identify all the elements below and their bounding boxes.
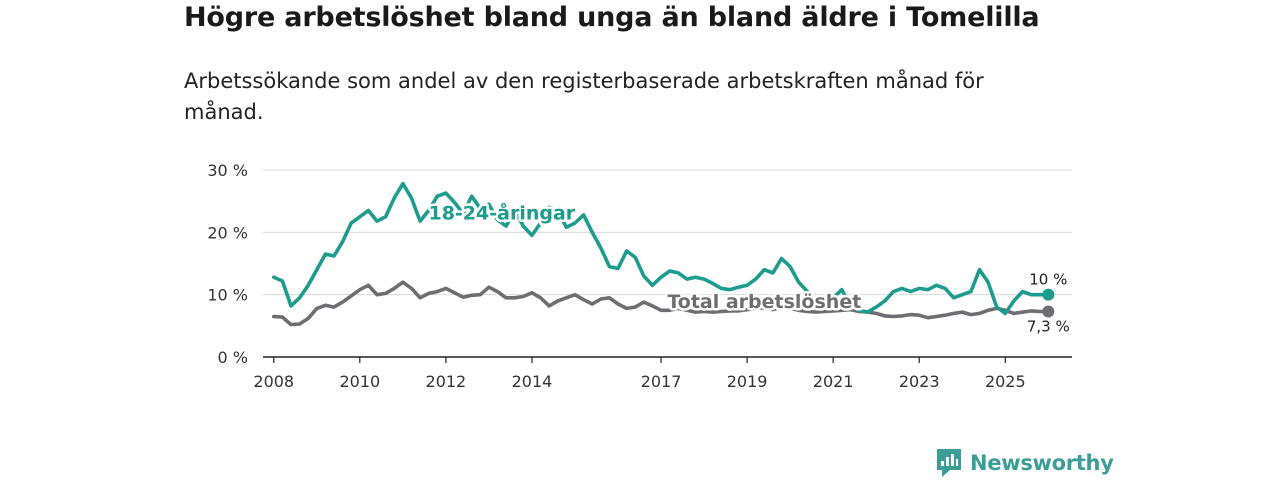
y-tick-label: 30 % <box>207 161 248 180</box>
brand-logo: Newsworthy <box>936 448 1114 478</box>
end-label-total: 7,3 % <box>1027 317 1070 335</box>
x-tick-label: 2010 <box>339 372 380 391</box>
series-line-total <box>272 280 1051 327</box>
x-tick-label: 2008 <box>253 372 294 391</box>
x-tick-label: 2025 <box>985 372 1026 391</box>
x-tick-label: 2017 <box>641 372 682 391</box>
brand-name: Newsworthy <box>970 451 1114 475</box>
end-point-18-24 <box>1042 288 1055 301</box>
y-tick-label: 0 % <box>218 348 248 367</box>
x-tick-label: 2023 <box>899 372 940 391</box>
end-point-total <box>1042 305 1055 318</box>
y-tick-label: 20 % <box>207 223 248 242</box>
page-subtitle: Arbetssökande som andel av den registerb… <box>184 69 984 124</box>
series-label-18-24: 18-24-åringar <box>428 200 575 224</box>
bar-chart-flag-icon <box>937 449 961 477</box>
x-tick-label: 2012 <box>426 372 467 391</box>
series-label-total: Total arbetslöshet <box>667 291 861 313</box>
x-tick-label: 2014 <box>512 372 553 391</box>
y-tick-label: 10 % <box>207 286 248 305</box>
x-tick-label: 2021 <box>813 372 854 391</box>
end-label-18-24: 10 % <box>1029 271 1067 289</box>
x-tick-label: 2019 <box>727 372 768 391</box>
page-title: Högre arbetslöshet bland unga än bland ä… <box>184 2 1040 33</box>
series-line-18-24 <box>272 181 1051 316</box>
